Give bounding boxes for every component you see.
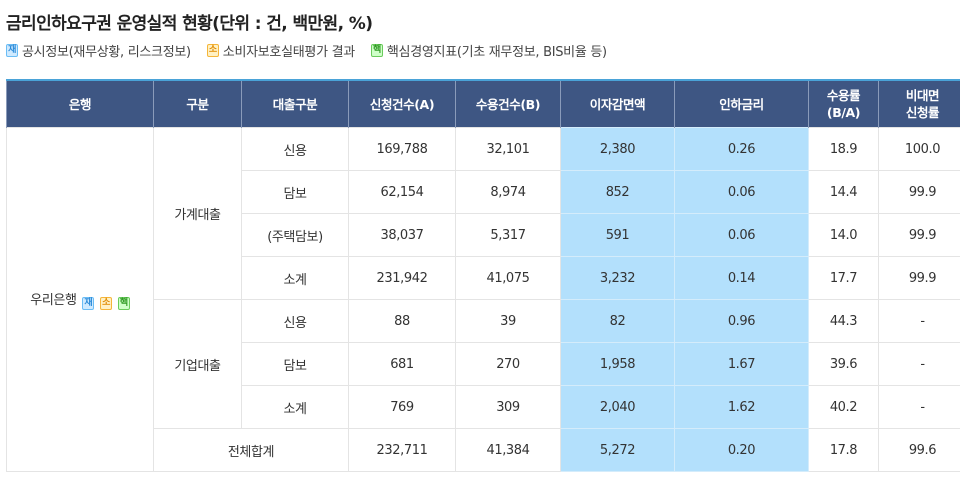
header-accepted: 수용건수(B) [455, 79, 561, 128]
loan-type: 담보 [241, 170, 349, 214]
interest-reduction: 2,380 [560, 127, 675, 171]
accepted: 41,384 [455, 428, 561, 472]
header-interest-reduction: 이자감면액 [560, 79, 675, 128]
total-label: 전체합계 [153, 428, 349, 472]
acceptance-rate: 14.4 [808, 170, 879, 214]
non-face-rate: - [878, 342, 960, 386]
loan-type: 소계 [241, 385, 349, 429]
applications: 62,154 [348, 170, 456, 214]
accepted: 8,974 [455, 170, 561, 214]
header-applications: 신청건수(A) [348, 79, 456, 128]
table-row: 소계 769 309 2,040 1.62 40.2 - [7, 385, 960, 429]
header-text: 신청률 [905, 105, 940, 120]
loan-type: 신용 [241, 127, 349, 171]
legend-item-key-indicators[interactable]: 핵 핵심경영지표(기초 재무정보, BIS비율 등) [370, 41, 607, 60]
legend-label: 소비자보호실태평가 결과 [222, 45, 355, 60]
accepted: 270 [455, 342, 561, 386]
legend-label: 핵심경영지표(기초 재무정보, BIS비율 등) [386, 45, 607, 60]
accepted: 309 [455, 385, 561, 429]
header-text: 수용률 [826, 88, 861, 103]
acceptance-rate: 44.3 [808, 299, 879, 343]
legend-label: 공시정보(재무상황, 리스크정보) [22, 45, 191, 60]
interest-reduction: 2,040 [560, 385, 675, 429]
loan-type: 신용 [241, 299, 349, 343]
disclosure-badge-icon[interactable]: 재 [82, 297, 95, 310]
applications: 88 [348, 299, 456, 343]
rate-cut: 0.26 [674, 127, 809, 171]
legend-item-disclosure[interactable]: 재 공시정보(재무상황, 리스크정보) [6, 41, 191, 60]
table-header-row: 은행 구분 대출구분 신청건수(A) 수용건수(B) 이자감면액 인하금리 수용… [6, 79, 960, 128]
consumer-protection-badge-icon: 소 [206, 44, 219, 57]
group-household-loan: 가계대출 [153, 127, 242, 300]
header-rate-cut: 인하금리 [674, 79, 809, 128]
non-face-rate: - [878, 299, 960, 343]
table-row-total: 전체합계 232,711 41,384 5,272 0.20 17.8 99.6 [7, 428, 960, 472]
interest-reduction: 591 [560, 213, 675, 257]
disclosure-badge-icon: 재 [6, 44, 18, 57]
acceptance-rate: 14.0 [808, 213, 879, 257]
bank-cell: 우리은행 재 소 핵 [6, 127, 154, 472]
rate-cut: 0.06 [674, 170, 809, 214]
non-face-rate: 99.6 [878, 428, 960, 472]
interest-reduction: 1,958 [560, 342, 675, 386]
applications: 38,037 [348, 213, 456, 257]
rate-cut: 0.96 [674, 299, 809, 343]
accepted: 32,101 [455, 127, 561, 171]
applications: 169,788 [348, 127, 456, 171]
rate-cut: 0.20 [674, 428, 809, 472]
non-face-rate: 99.9 [878, 213, 960, 257]
applications: 231,942 [348, 256, 456, 300]
loan-type: (주택담보) [241, 213, 349, 257]
rate-cut: 0.06 [674, 213, 809, 257]
key-indicators-badge-icon[interactable]: 핵 [117, 297, 130, 310]
non-face-rate: 99.9 [878, 256, 960, 300]
accepted: 39 [455, 299, 561, 343]
header-acceptance-rate: 수용률 (B/A) [808, 79, 879, 128]
group-corporate-loan: 기업대출 [153, 299, 242, 429]
applications: 232,711 [348, 428, 456, 472]
header-category: 구분 [153, 79, 242, 128]
acceptance-rate: 17.8 [808, 428, 879, 472]
key-indicators-badge-icon: 핵 [370, 44, 383, 57]
non-face-rate: 100.0 [878, 127, 960, 171]
acceptance-rate: 18.9 [808, 127, 879, 171]
non-face-rate: 99.9 [878, 170, 960, 214]
interest-reduction: 3,232 [560, 256, 675, 300]
table-row: 담보 681 270 1,958 1.67 39.6 - [7, 342, 960, 386]
rate-cut: 1.62 [674, 385, 809, 429]
applications: 769 [348, 385, 456, 429]
header-bank: 은행 [6, 79, 154, 128]
accepted: 5,317 [455, 213, 561, 257]
page-title: 금리인하요구권 운영실적 현황(단위 : 건, 백만원, %) [6, 14, 373, 34]
header-text: 비대면 [905, 88, 940, 103]
loan-type: 담보 [241, 342, 349, 386]
legend: 재 공시정보(재무상황, 리스크정보) 소 소비자보호실태평가 결과 핵 핵심경… [6, 41, 607, 60]
rate-cut: 0.14 [674, 256, 809, 300]
accepted: 41,075 [455, 256, 561, 300]
interest-reduction: 82 [560, 299, 675, 343]
acceptance-rate: 40.2 [808, 385, 879, 429]
table-row: (주택담보) 38,037 5,317 591 0.06 14.0 99.9 [7, 213, 960, 257]
legend-item-consumer-protection[interactable]: 소 소비자보호실태평가 결과 [206, 41, 355, 60]
table-row: 우리은행 재 소 핵 가계대출 신용 169,788 32,101 2,380 … [6, 127, 960, 472]
loan-type: 소계 [241, 256, 349, 300]
consumer-protection-badge-icon[interactable]: 소 [99, 297, 112, 310]
rate-cut: 1.67 [674, 342, 809, 386]
interest-reduction: 852 [560, 170, 675, 214]
performance-table: 은행 구분 대출구분 신청건수(A) 수용건수(B) 이자감면액 인하금리 수용… [6, 79, 960, 472]
header-loan-type: 대출구분 [241, 79, 349, 128]
acceptance-rate: 39.6 [808, 342, 879, 386]
interest-reduction: 5,272 [560, 428, 675, 472]
non-face-rate: - [878, 385, 960, 429]
table-row: 담보 62,154 8,974 852 0.06 14.4 99.9 [7, 170, 960, 214]
applications: 681 [348, 342, 456, 386]
acceptance-rate: 17.7 [808, 256, 879, 300]
header-text: (B/A) [826, 105, 861, 120]
bank-name: 우리은행 [30, 293, 77, 308]
